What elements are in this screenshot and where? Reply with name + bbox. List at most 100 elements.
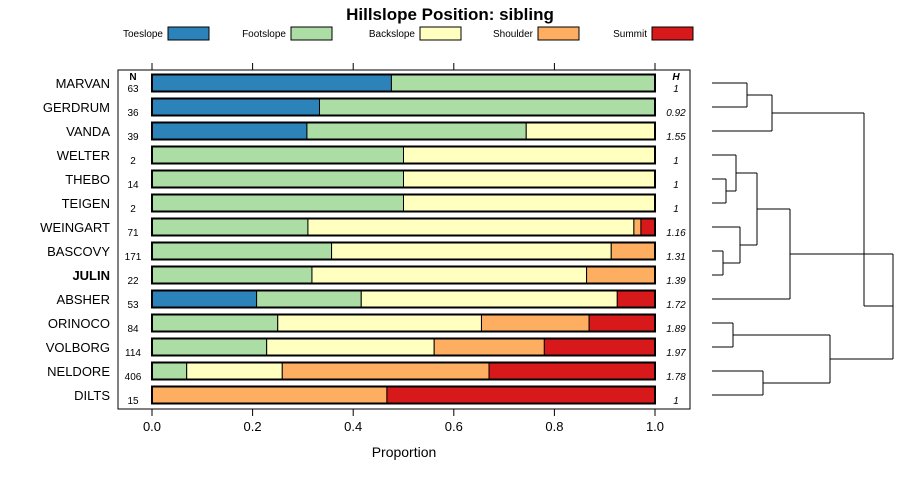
bar-segment-absher-backslope <box>360 290 618 308</box>
bar-segment-neldore-summit <box>488 362 656 380</box>
bar-segment-teigen-footslope <box>151 194 404 212</box>
bar-row-thebo <box>151 169 656 189</box>
top-axis-ticks <box>151 63 656 70</box>
bar-segment-neldore-footslope <box>151 362 188 380</box>
bar-segment-volborg-footslope <box>151 338 268 356</box>
legend: Toeslope Footslope Backslope Shoulder Summit <box>123 26 694 41</box>
bar-segment-volborg-backslope <box>266 338 435 356</box>
legend-swatch-toeslope <box>167 26 210 41</box>
row-n-bascovy: 171 <box>125 252 142 263</box>
bar-row-volborg <box>151 337 656 357</box>
row-label-dilts: DILTS <box>74 388 110 403</box>
legend-swatch-backslope <box>419 26 462 41</box>
bar-outline-welter <box>151 145 656 165</box>
bar-segment-bascovy-backslope <box>331 242 612 260</box>
row-n-vanda: 39 <box>127 132 139 143</box>
bar-outline-julin <box>151 265 656 285</box>
row-labels: MARVAN 63 1 GERDRUM 36 0.92 VANDA 39 1.55 WELTER 2… <box>40 76 686 407</box>
bar-segment-weingart-backslope <box>307 218 635 236</box>
row-h-neldore: 1.78 <box>666 372 686 383</box>
plot-frame <box>117 69 691 410</box>
row-n-dilts: 15 <box>127 396 139 407</box>
row-label-neldore: NELDORE <box>47 364 110 379</box>
x-tick-label-0: 0.0 <box>143 419 161 434</box>
legend-swatch-summit <box>651 26 694 41</box>
bar-segment-absher-summit <box>616 290 656 308</box>
bar-segment-vanda-backslope <box>525 122 656 140</box>
row-h-absher: 1.72 <box>666 300 686 311</box>
bar-row-orinoco <box>151 313 656 333</box>
row-n-thebo: 14 <box>127 180 139 191</box>
h-column-header: H <box>672 72 680 83</box>
x-tick-label-2: 0.4 <box>344 419 362 434</box>
bar-segment-julin-backslope <box>311 266 588 284</box>
row-h-welter: 1 <box>673 156 679 167</box>
bar-row-marvan <box>151 73 656 93</box>
bar-segment-orinoco-shoulder <box>480 314 590 332</box>
bar-segment-orinoco-backslope <box>277 314 482 332</box>
row-label-julin: JULIN <box>72 268 110 283</box>
bar-segment-absher-toeslope <box>151 290 258 308</box>
row-h-orinoco: 1.89 <box>666 324 686 335</box>
bar-row-welter <box>151 145 656 165</box>
bar-outline-volborg <box>151 337 656 357</box>
bar-row-julin <box>151 265 656 285</box>
bar-row-dilts <box>151 385 656 405</box>
row-n-gerdrum: 36 <box>127 108 139 119</box>
bar-segment-orinoco-summit <box>588 314 656 332</box>
bar-segment-bascovy-shoulder <box>610 242 656 260</box>
row-n-teigen: 2 <box>130 204 136 215</box>
bar-outline-bascovy <box>151 241 656 261</box>
bar-outline-thebo <box>151 169 656 189</box>
legend-label-summit: Summit <box>613 29 647 40</box>
legend-label-backslope: Backslope <box>369 29 416 40</box>
row-h-dilts: 1 <box>673 396 679 407</box>
legend-label-shoulder: Shoulder <box>493 29 534 40</box>
bar-outline-absher <box>151 289 656 309</box>
legend-label-footslope: Footslope <box>242 29 286 40</box>
row-n-absher: 53 <box>127 300 139 311</box>
row-label-vanda: VANDA <box>66 124 110 139</box>
row-label-volborg: VOLBORG <box>46 340 110 355</box>
bar-segment-absher-footslope <box>256 290 362 308</box>
bar-row-neldore <box>151 361 656 381</box>
row-n-julin: 22 <box>127 276 139 287</box>
bar-segment-welter-backslope <box>403 146 656 164</box>
bar-segment-orinoco-footslope <box>151 314 279 332</box>
row-label-teigen: TEIGEN <box>62 196 110 211</box>
bar-segment-volborg-summit <box>543 338 656 356</box>
bars-group <box>151 73 656 405</box>
row-label-welter: WELTER <box>57 148 110 163</box>
bar-row-gerdrum <box>151 97 656 117</box>
row-label-orinoco: ORINOCO <box>48 316 110 331</box>
row-h-vanda: 1.55 <box>666 132 686 143</box>
bar-segment-weingart-summit <box>640 218 656 236</box>
legend-swatch-footslope <box>290 26 333 41</box>
x-axis-label: Proportion <box>372 444 437 460</box>
bar-outline-orinoco <box>151 313 656 333</box>
x-tick-label-4: 0.8 <box>545 419 563 434</box>
bar-row-bascovy <box>151 241 656 261</box>
bar-outline-marvan <box>151 73 656 93</box>
bar-segment-teigen-backslope <box>403 194 656 212</box>
bar-segment-neldore-backslope <box>186 362 283 380</box>
legend-label-toeslope: Toeslope <box>123 29 163 40</box>
bar-segment-thebo-footslope <box>151 170 404 188</box>
bar-segment-weingart-footslope <box>151 218 309 236</box>
bar-segment-dilts-shoulder <box>151 386 388 404</box>
row-label-weingart: WEINGART <box>40 220 110 235</box>
legend-swatch-shoulder <box>537 26 580 41</box>
bar-outline-gerdrum <box>151 97 656 117</box>
bar-segment-thebo-backslope <box>403 170 656 188</box>
row-n-orinoco: 84 <box>127 324 139 335</box>
x-axis: 0.0 0.2 0.4 0.6 0.8 1.0 <box>143 409 664 434</box>
row-h-thebo: 1 <box>673 180 679 191</box>
row-n-welter: 2 <box>130 156 136 167</box>
row-h-volborg: 1.97 <box>666 348 686 359</box>
bar-segment-weingart-shoulder <box>633 218 642 236</box>
bar-segment-julin-shoulder <box>586 266 656 284</box>
bar-segment-marvan-footslope <box>390 74 656 92</box>
bar-row-absher <box>151 289 656 309</box>
row-h-julin: 1.39 <box>666 276 686 287</box>
bar-row-teigen <box>151 193 656 213</box>
